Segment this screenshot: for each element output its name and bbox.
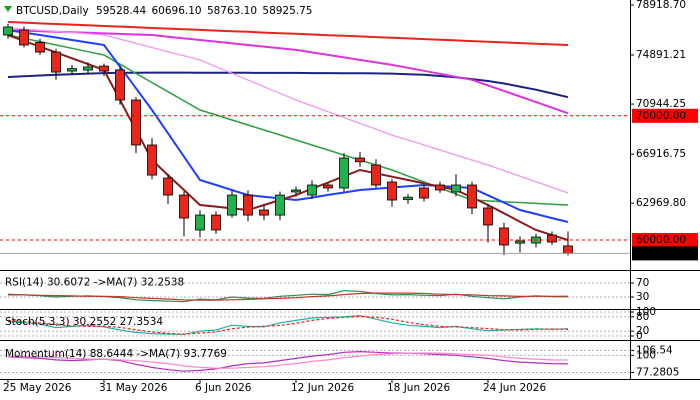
indicator-line — [7, 352, 569, 369]
level-label: 60000.00 — [636, 234, 686, 246]
candle-body — [147, 144, 157, 176]
close-label: 58925.75 — [262, 5, 312, 17]
candle-body — [35, 42, 45, 53]
plot-layer — [0, 21, 630, 373]
level-label-box — [632, 233, 698, 248]
candle-body — [291, 189, 301, 193]
candle-body — [195, 214, 205, 231]
y-tick-label: 70 — [636, 277, 649, 289]
indicator-title: RSI(14) 30.6072 ->MA(7) 32.2538 — [5, 277, 184, 289]
moving-average — [7, 29, 569, 115]
x-tick-label: 31 May 2026 — [99, 382, 168, 394]
candle-body — [451, 184, 461, 193]
candle-body — [563, 245, 573, 254]
y-tick-label: 70944.25 — [636, 98, 686, 110]
y-tick-label: 100 — [636, 349, 656, 361]
y-tick-label: 20 — [636, 325, 649, 337]
candle-body — [275, 194, 285, 216]
candle-body — [99, 65, 109, 72]
candle-body — [227, 194, 237, 216]
moving-average — [7, 71, 569, 99]
candle-body — [3, 26, 13, 36]
last-price-box — [632, 246, 698, 261]
x-tick-label: 6 Jun 2026 — [195, 382, 252, 394]
y-tick-label: 106.54 — [636, 344, 673, 356]
candle-body — [67, 68, 77, 72]
candle-body — [467, 184, 477, 209]
low-label: 58763.10 — [207, 5, 257, 17]
indicator-line — [7, 315, 569, 335]
candle-body — [419, 187, 429, 199]
candle-body — [83, 66, 93, 71]
candle-body — [387, 181, 397, 201]
candle-body — [163, 177, 173, 196]
candle-body — [51, 51, 61, 73]
candle-body — [403, 196, 413, 201]
y-tick-label: 77.2805 — [636, 366, 679, 378]
indicator-title: Momentum(14) 88.6444 ->MA(7) 93.7769 — [5, 348, 227, 360]
y-tick-label: 66916.75 — [636, 148, 686, 160]
candle-body — [131, 99, 141, 146]
y-tick-label: 30 — [636, 291, 649, 303]
y-tick-label: 78918.70 — [636, 0, 686, 11]
indicator-title: Stoch(5,3,3) 30.2552 27.3534 — [5, 316, 163, 328]
y-tick-label: 80 — [636, 311, 649, 323]
y-tick-label: 74891.21 — [636, 49, 686, 61]
last-price-label: 58925.75 — [636, 247, 686, 259]
moving-average — [7, 27, 569, 194]
candle-body — [179, 194, 189, 219]
candle-body — [19, 29, 29, 46]
y-tick-label: 100 — [636, 306, 656, 318]
open-label: 59528.44 — [96, 5, 146, 17]
high-label: 60696.10 — [151, 5, 201, 17]
candle-body — [483, 207, 493, 226]
y-tick-label: 62969.80 — [636, 197, 686, 209]
x-tick-label: 24 Jun 2026 — [483, 382, 546, 394]
candle-body — [323, 184, 333, 189]
chart-header: BTCUSD,Daily 59528.44 60696.10 58763.10 … — [16, 5, 313, 17]
x-tick-label: 25 May 2026 — [3, 382, 72, 394]
candle-body — [499, 227, 509, 246]
candle-body — [259, 209, 269, 216]
candle-body — [115, 69, 125, 101]
indicator-line — [8, 292, 569, 301]
symbol-icon — [4, 6, 12, 12]
x-tick-label: 18 Jun 2026 — [387, 382, 450, 394]
indicator-line — [7, 314, 569, 335]
candle-body — [211, 214, 221, 231]
candle-body — [243, 194, 253, 216]
level-label: 70000.00 — [636, 110, 686, 122]
candle-body — [371, 164, 381, 186]
y-tick-label: 0 — [636, 330, 643, 342]
x-tick-label: 12 Jun 2026 — [291, 382, 354, 394]
candle-body — [307, 184, 317, 196]
candle-body — [515, 240, 525, 244]
candle-body — [435, 184, 445, 191]
symbol-title: BTCUSD,Daily — [16, 5, 89, 17]
candle-body — [547, 234, 557, 243]
candle-body — [339, 157, 349, 189]
moving-average — [7, 21, 569, 46]
level-label-box — [632, 108, 698, 123]
candle-body — [355, 157, 365, 163]
